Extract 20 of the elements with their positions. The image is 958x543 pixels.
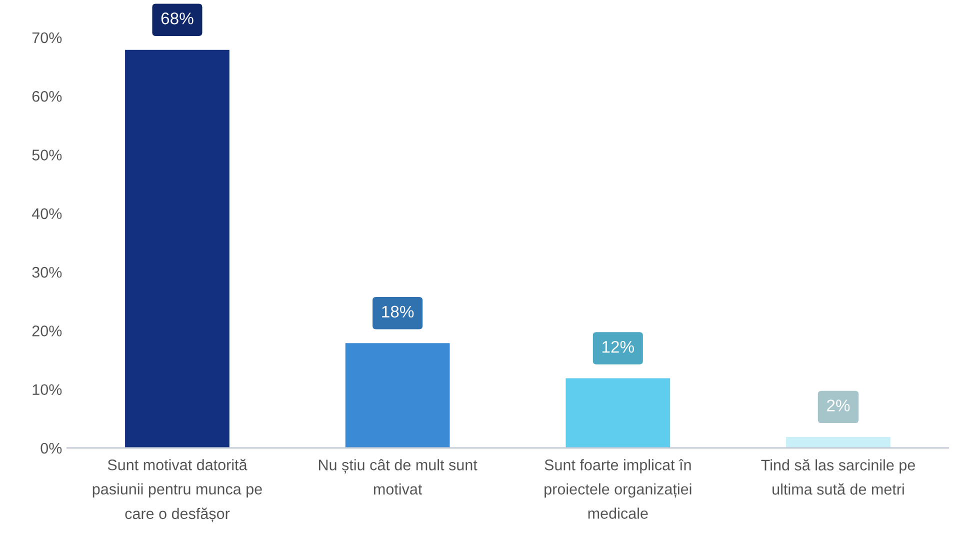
x-tick-label: Nu știu cât de mult sunt motivat (319, 459, 478, 495)
x-tick-label: Sunt foarte implicat în proiectele organizației medicale (544, 459, 692, 519)
y-tick-label: 40% (32, 208, 62, 220)
y-tick-label: 30% (32, 266, 62, 278)
data-label: 2% (827, 400, 850, 412)
bar (564, 376, 672, 448)
y-tick-label: 70% (32, 32, 62, 44)
bar (344, 342, 452, 448)
y-tick-label: 10% (32, 384, 62, 396)
data-label: 18% (382, 306, 414, 318)
y-tick-label: 0% (40, 442, 62, 454)
data-label: 12% (602, 340, 634, 353)
y-tick-label: 50% (32, 150, 62, 160)
y-tick-label: 20% (32, 326, 62, 336)
x-tick-label: Sunt motivat datorită pasiunii pentru munca pe care o desfășor (92, 458, 262, 522)
bar (124, 48, 231, 448)
data-label: 68% (161, 12, 194, 24)
bar (784, 436, 892, 448)
x-tick-label: Tind să las sarcinile pe ultima sută de metri (761, 459, 915, 495)
y-tick-label: 60% (32, 90, 62, 102)
